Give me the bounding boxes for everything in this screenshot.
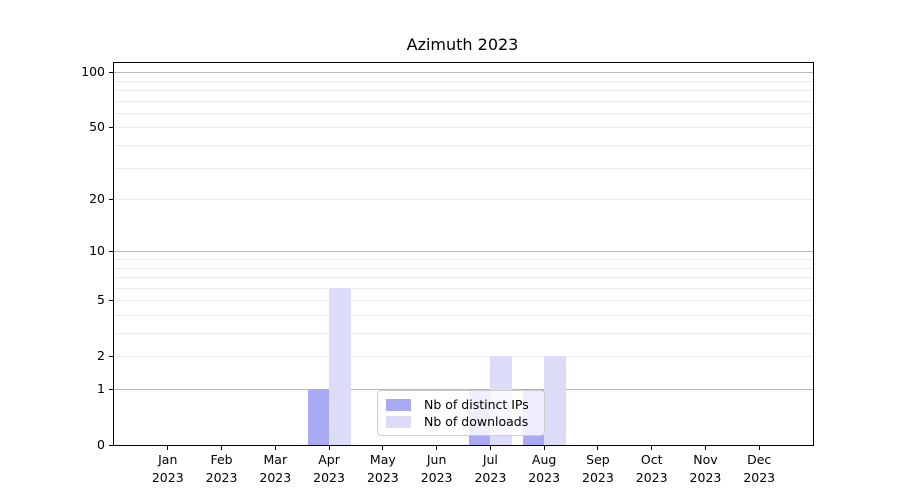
x-tick-label-line: Jan [158,452,178,467]
x-tick-label-line: Apr [318,452,340,467]
y-tick-label: 20 [89,191,105,207]
y-tick-label: 100 [81,64,105,80]
y-gridline-minor [114,167,813,169]
chart-title: Azimuth 2023 [406,35,519,54]
bar-downloads [544,356,566,445]
x-tick-mark [704,446,706,450]
y-tick-mark [109,389,113,390]
x-tick-mark [382,446,384,450]
x-tick-label-line: Sep [586,452,610,467]
bar-distinct-ips [307,389,330,445]
y-gridline-major [114,72,813,74]
x-tick-label: Sep 2023 [570,451,626,486]
y-gridline-minor [114,356,813,358]
y-gridline-minor [114,267,813,269]
y-tick-label: 0 [97,437,105,452]
legend-label-distinct-ips: Nb of distinct IPs [424,397,529,412]
legend-swatch-downloads [386,415,411,428]
y-gridline-minor [114,259,813,260]
x-tick-label: Feb 2023 [194,451,250,486]
x-tick-mark [489,446,491,450]
x-tick-mark [436,446,438,450]
y-tick-mark [109,445,113,446]
x-tick-mark [651,446,653,450]
y-tick-label: 1 [97,381,105,396]
x-tick-label-line: 2023 [313,469,345,485]
x-tick-mark [758,446,760,450]
x-tick-label: Nov 2023 [677,451,733,486]
y-tick-mark [109,72,113,74]
x-tick-mark [597,446,599,450]
x-tick-label: Oct 2023 [624,451,680,486]
x-tick-label-line: 2023 [635,469,668,485]
y-gridline-minor [114,90,813,92]
legend-item-downloads: Nb of downloads [386,413,536,430]
x-tick-label-line: Jun [426,452,447,467]
y-tick-label: 10 [89,243,105,259]
y-gridline-minor [114,333,813,335]
x-tick-label: Jul 2023 [462,451,518,486]
plot-area: Nb of distinct IPs Nb of downloads [113,62,814,446]
x-tick-label: Aug 2023 [516,451,572,486]
y-gridline-minor [114,100,813,102]
x-tick-label: Mar 2023 [247,451,303,486]
x-tick-label-line: Feb [210,452,233,467]
legend-item-distinct-ips: Nb of distinct IPs [386,396,536,413]
x-tick-label-line: 2023 [420,469,453,485]
y-gridline-minor [114,145,813,147]
x-tick-label-line: 2023 [151,469,184,485]
x-tick-label-line: 2023 [689,469,722,485]
y-gridline-minor [114,277,813,279]
x-tick-label-line: 2023 [582,469,614,485]
y-gridline-minor [114,300,813,302]
x-tick-label: May 2023 [355,451,411,486]
x-tick-label-line: 2023 [366,469,399,485]
x-tick-label: Apr 2023 [301,451,357,486]
x-tick-label-line: Mar [263,452,288,467]
x-tick-label-line: Dec [747,452,772,467]
y-tick-mark [109,127,113,129]
x-tick-label-line: 2023 [205,469,238,485]
x-tick-label-line: Nov [693,452,718,467]
y-gridline-major [114,389,813,390]
y-tick-label: 2 [97,348,105,364]
y-gridline-minor [114,112,813,114]
x-tick-mark [328,446,330,450]
x-tick-label-line: 2023 [743,469,776,485]
x-tick-label-line: May [369,452,396,467]
y-gridline-minor [114,127,813,129]
y-tick-label: 50 [89,119,105,135]
x-tick-label-line: Oct [640,452,663,467]
x-tick-label-line: Aug [531,452,557,467]
y-tick-mark [109,356,113,358]
x-tick-label-line: Jul [482,452,498,467]
y-gridline-minor [114,287,813,289]
x-tick-mark [543,446,545,450]
y-tick-mark [109,251,113,253]
bar-downloads [329,287,351,445]
x-tick-label-line: 2023 [528,469,561,485]
y-gridline-minor [114,199,813,201]
legend-swatch-distinct-ips [386,398,411,411]
x-tick-label: Jun 2023 [409,451,465,486]
y-tick-mark [109,300,113,302]
y-gridline-major [114,251,813,253]
y-gridline-minor [114,80,813,82]
x-tick-label-line: 2023 [474,469,507,485]
legend-label-downloads: Nb of downloads [424,414,529,429]
x-tick-mark [274,446,276,450]
y-gridline-minor [114,314,813,316]
x-tick-label: Jan 2023 [140,451,196,486]
y-tick-label: 5 [97,292,105,308]
legend: Nb of distinct IPs Nb of downloads [377,390,545,436]
x-tick-mark [167,446,169,450]
x-tick-label: Dec 2023 [731,451,787,486]
y-tick-mark [109,199,113,201]
x-tick-mark [221,446,223,450]
x-tick-label-line: 2023 [259,469,292,485]
